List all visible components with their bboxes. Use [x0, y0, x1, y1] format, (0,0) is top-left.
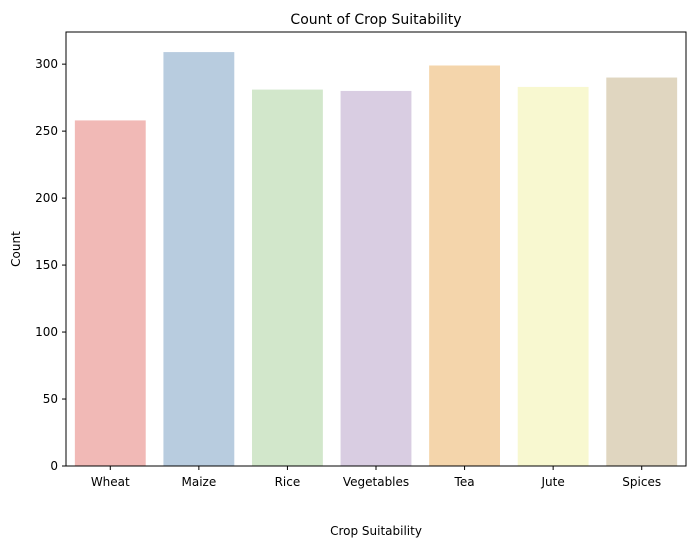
y-tick-label: 0 [50, 459, 58, 473]
bars-layer [74, 52, 678, 467]
bar-wheat [74, 120, 146, 466]
x-axis: Wheat Maize Rice Vegetables Tea Jute Spices [91, 466, 661, 489]
y-tick-label: 150 [35, 258, 58, 272]
y-tick-label: 300 [35, 57, 58, 71]
y-tick-label: 50 [43, 392, 58, 406]
bar-rice [252, 89, 323, 467]
chart-title: Count of Crop Suitability [290, 12, 461, 28]
x-tick-label: Spices [622, 475, 661, 489]
x-axis-label: Crop Suitability [330, 524, 422, 538]
bar-spices [606, 77, 678, 466]
bar-maize [163, 52, 235, 467]
bar-tea [429, 65, 500, 466]
x-tick-label: Wheat [91, 475, 130, 489]
bar-vegetables [340, 90, 412, 467]
plot-frame [65, 31, 687, 467]
x-tick-label: Jute [541, 475, 565, 489]
x-tick-label: Vegetables [343, 475, 409, 489]
y-tick-label: 200 [35, 191, 58, 205]
y-tick-label: 250 [35, 124, 58, 138]
y-axis-label: Count [9, 231, 23, 267]
bar-jute [517, 86, 589, 467]
x-tick-label: Maize [181, 475, 216, 489]
x-tick-label: Rice [275, 475, 301, 489]
y-tick-label: 100 [35, 325, 58, 339]
y-axis: 0 50 100 150 200 250 300 [35, 57, 66, 473]
x-tick-label: Tea [454, 475, 475, 489]
